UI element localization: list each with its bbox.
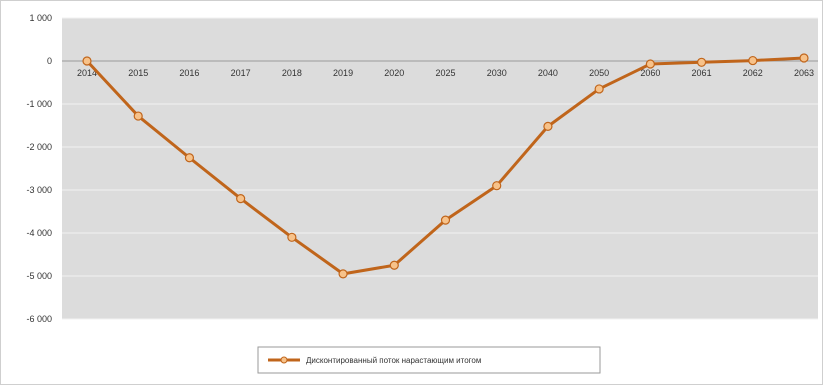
x-tick-label: 2018 [282,68,302,78]
data-point [184,153,195,163]
x-tick-label: 2025 [435,68,455,78]
y-tick-label: -1 000 [26,99,52,109]
data-point [389,260,399,270]
x-tick-label: 2016 [179,68,199,78]
x-tick-label: 2040 [538,68,558,78]
legend-marker-swatch [280,356,288,364]
legend-label: Дисконтированный поток нарастающим итого… [306,356,481,365]
data-point [696,57,707,67]
y-axis: 1 000 0 -1 000 -2 000 -3 000 -4 000 -5 000 -6 0… [26,13,52,324]
data-point [133,111,143,121]
x-tick-label: 2063 [794,68,814,78]
data-point [492,181,502,191]
data-point [236,194,246,204]
y-tick-label: -4 000 [26,228,52,238]
data-point [82,56,92,66]
x-tick-label: 2014 [77,68,97,78]
data-point [440,215,451,225]
series-group [82,53,809,279]
y-tick-label: -2 000 [26,142,52,152]
data-point [799,53,809,63]
legend: Дисконтированный поток нарастающим итого… [257,346,601,374]
x-tick-label: 2050 [589,68,609,78]
x-tick-label: 2062 [743,68,763,78]
y-tick-label: -3 000 [26,185,52,195]
x-tick-label: 2061 [692,68,712,78]
gridlines [62,17,818,320]
data-point [748,55,758,66]
x-axis: 2014 2015 2016 2017 2018 2019 2020 2025 2030 2040… [77,68,814,78]
data-point [338,269,348,279]
x-tick-label: 2030 [487,68,507,78]
legend-box [257,346,601,374]
data-point [287,232,297,242]
data-point [645,59,655,69]
y-tick-label: 0 [47,56,52,66]
x-tick-label: 2017 [231,68,251,78]
x-tick-label: 2019 [333,68,353,78]
data-point [594,84,604,94]
x-tick-label: 2020 [384,68,404,78]
x-tick-label: 2060 [640,68,660,78]
y-tick-label: 1 000 [29,13,52,23]
y-tick-label: -5 000 [26,271,52,281]
y-tick-label: -6 000 [26,314,52,324]
data-point [543,121,553,131]
x-tick-label: 2015 [128,68,148,78]
plot-area [62,18,818,319]
